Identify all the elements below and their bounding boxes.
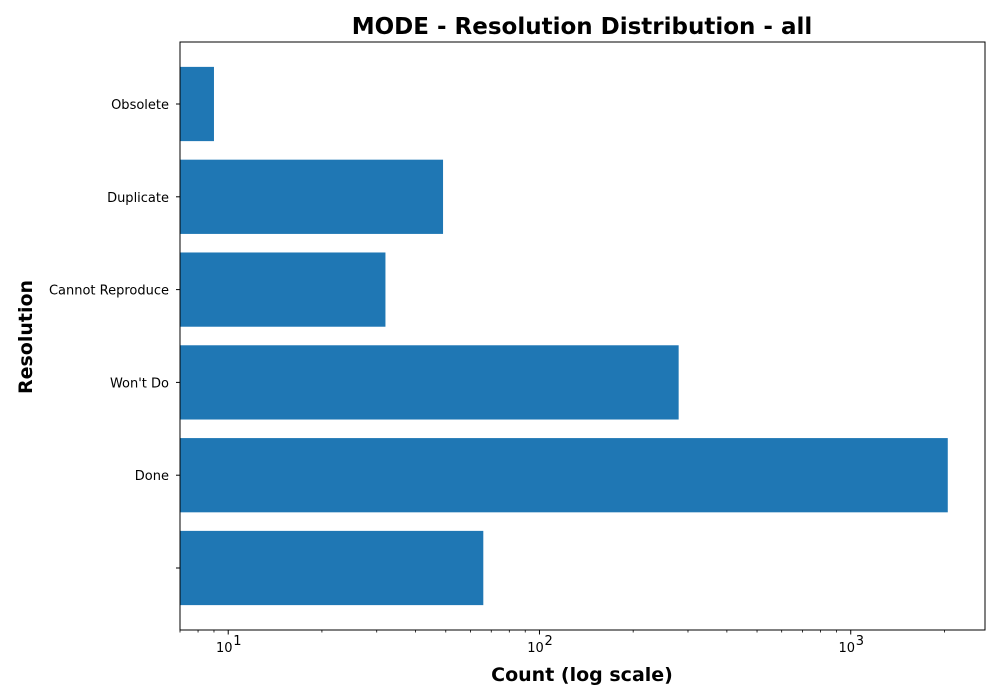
y-tick-label: Duplicate [107, 191, 169, 206]
chart-title: MODE - Resolution Distribution - all [352, 14, 813, 40]
bar-won-t-do [180, 345, 679, 420]
bar-obsolete [180, 66, 214, 142]
bar-unlabeled [180, 530, 484, 606]
y-axis-label: Resolution [15, 280, 37, 394]
bar-duplicate [180, 159, 444, 234]
x-axis-label: Count (log scale) [491, 664, 673, 686]
x-tick-exponent: 3 [856, 634, 864, 649]
x-axis-ticks: 10 1 10 2 10 3 [179, 630, 945, 656]
y-tick-label: Done [135, 469, 169, 484]
bar-cannot-reproduce [180, 252, 386, 327]
plot-frame [179, 41, 986, 631]
y-tick-label: Won't Do [110, 376, 169, 391]
x-tick-exponent: 1 [233, 634, 241, 649]
y-tick-label: Obsolete [111, 98, 169, 113]
x-tick-exponent: 2 [544, 634, 552, 649]
x-tick-label: 10 [527, 641, 544, 656]
bar-done [180, 438, 948, 513]
x-tick-label: 10 [216, 641, 233, 656]
y-axis-ticks: Done Won't Do Cannot Reproduce Duplicate Obs… [49, 98, 180, 569]
bars-group [180, 66, 948, 606]
y-tick-label: Cannot Reproduce [49, 284, 169, 299]
x-tick-label: 10 [838, 641, 855, 656]
